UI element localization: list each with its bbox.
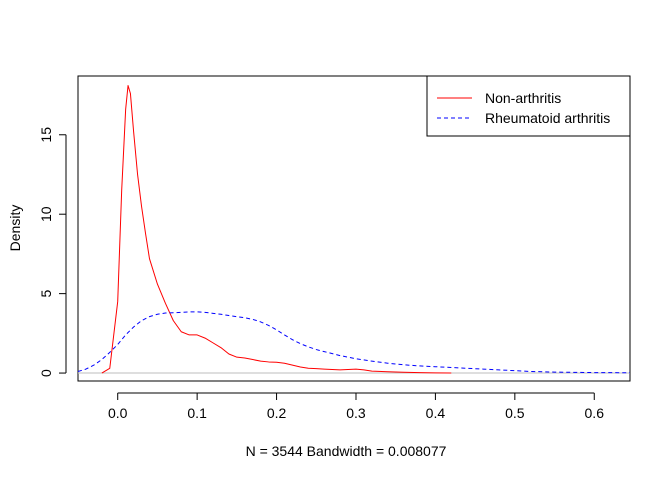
series-line-non-arthritis	[101, 85, 452, 374]
y-tick-label: 10	[38, 206, 54, 222]
x-tick-label: 0.2	[267, 405, 287, 421]
x-tick-label: 0.1	[187, 405, 207, 421]
y-axis-title: Density	[7, 205, 23, 252]
y-axis: 0 5 10 15	[38, 127, 67, 377]
x-tick-label: 0.4	[426, 405, 446, 421]
x-tick-label: 0.5	[505, 405, 525, 421]
y-tick-label: 5	[38, 290, 54, 298]
series-line-rheumatoid-arthritis	[77, 311, 631, 374]
x-axis: 0.0 0.1 0.2 0.3 0.4 0.5 0.6	[108, 392, 605, 421]
x-tick-label: 0.6	[585, 405, 605, 421]
plot-frame	[77, 75, 631, 382]
x-tick-label: 0.0	[108, 405, 128, 421]
series-layer	[77, 85, 631, 374]
x-tick-label: 0.3	[346, 405, 366, 421]
x-axis-title: N = 3544 Bandwidth = 0.008077	[246, 443, 447, 459]
y-tick-label: 15	[38, 127, 54, 143]
legend: Non-arthritis Rheumatoid arthritis	[426, 75, 631, 137]
legend-label-non-arthritis: Non-arthritis	[485, 90, 561, 106]
legend-label-rheumatoid-arthritis: Rheumatoid arthritis	[485, 110, 610, 126]
y-tick-label: 0	[38, 369, 54, 377]
legend-box	[426, 75, 631, 137]
